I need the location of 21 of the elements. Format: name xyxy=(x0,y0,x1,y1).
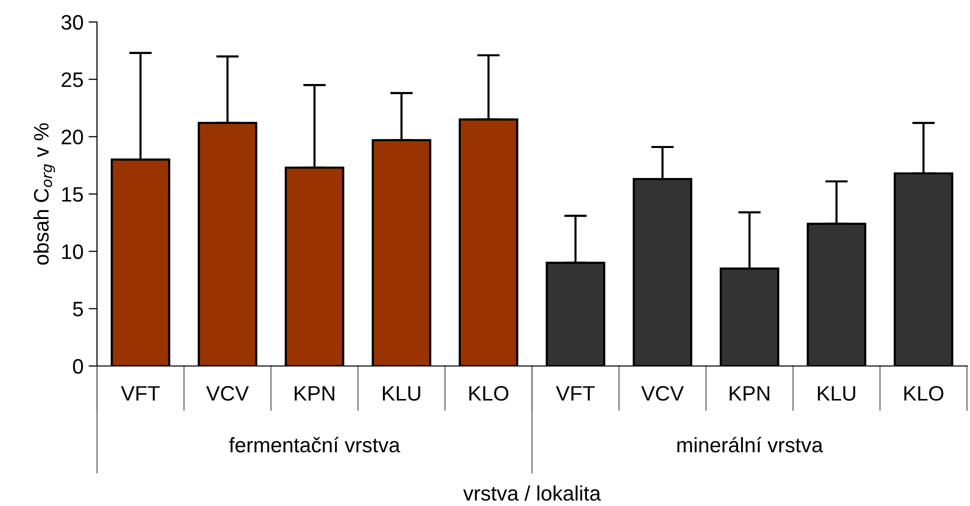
text: fermentační vrstva xyxy=(229,436,400,452)
x-tick-label: KPN xyxy=(294,386,334,401)
x-tick-label: VFT xyxy=(556,386,595,401)
x-tick-label: VCV xyxy=(206,386,249,401)
y-tick-label: 10 xyxy=(62,244,83,260)
x-tick-label: KLU xyxy=(382,386,420,401)
x-tick-label: KLU xyxy=(818,386,856,401)
y-tick-label: 5 xyxy=(73,302,83,316)
x-tick-label: KLO xyxy=(469,386,508,401)
x-tick-label: VCV xyxy=(641,386,684,401)
y-tick-label: 0 xyxy=(73,359,83,374)
y-axis-title: obsah C$_{org}$ v % xyxy=(33,123,55,265)
y-tick-label: 25 xyxy=(62,72,83,88)
x-tick-label: KPN xyxy=(730,386,770,401)
y-tick-label: 30 xyxy=(61,15,83,30)
y-tick-label: 20 xyxy=(62,130,83,144)
x-axis-title: vrstva / lokalita xyxy=(463,485,601,501)
y-tick-label: 15 xyxy=(62,187,83,202)
text: minerální vrstva xyxy=(677,436,824,452)
x-tick-label: KLO xyxy=(904,386,944,401)
x-tick-label: VFT xyxy=(120,386,160,401)
